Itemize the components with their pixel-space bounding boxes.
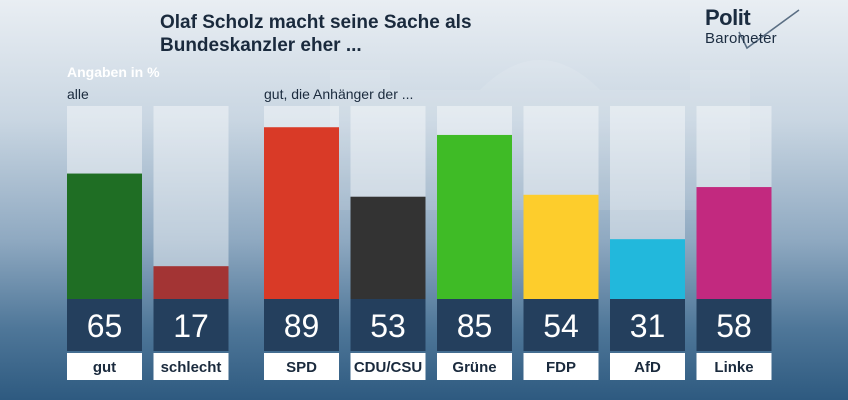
- category-box-gut: [67, 353, 142, 380]
- logo-text-polit: Polit: [705, 5, 751, 30]
- category-box-spd: [264, 353, 339, 380]
- category-box-fdp: [523, 353, 599, 380]
- bar-gr-ne: [437, 134, 512, 299]
- category-box-schlecht: [153, 353, 229, 380]
- category-label-spd: SPD: [286, 359, 317, 376]
- politbarometer-logo: Polit Barometer: [703, 4, 803, 54]
- value-label-gr-ne: 85: [457, 308, 493, 344]
- category-box-linke: [696, 353, 772, 380]
- category-box-cdu-csu: [350, 353, 426, 380]
- category-label-schlecht: schlecht: [161, 359, 222, 376]
- value-label-afd: 31: [630, 308, 666, 344]
- value-box-gr-ne: [437, 299, 512, 351]
- value-label-spd: 89: [284, 308, 320, 344]
- category-box-afd: [610, 353, 685, 380]
- category-label-linke: Linke: [714, 359, 753, 376]
- group-label-supporters: gut, die Anhänger der ...: [264, 86, 414, 102]
- group-label-all: alle: [67, 86, 89, 102]
- bar-spd: [264, 127, 339, 299]
- value-label-fdp: 54: [543, 308, 579, 344]
- category-label-gut: gut: [93, 359, 116, 376]
- category-label-gr-ne: Grüne: [452, 359, 496, 376]
- chart-title-line-2: Bundeskanzler eher ...: [160, 35, 362, 56]
- value-box-gut: [67, 299, 142, 351]
- value-box-linke: [696, 299, 772, 351]
- chart-title: Olaf Scholz macht seine Sache als Bundes…: [160, 11, 472, 57]
- bar-cdu-csu: [350, 196, 426, 299]
- bar-gut: [67, 173, 142, 299]
- value-box-afd: [610, 299, 685, 351]
- value-label-schlecht: 17: [173, 308, 209, 344]
- unit-note: Angaben in %: [67, 64, 160, 80]
- bar-schlecht: [153, 266, 229, 299]
- bar-fdp: [523, 194, 599, 299]
- category-box-gr-ne: [437, 353, 512, 380]
- value-box-fdp: [523, 299, 599, 351]
- value-label-gut: 65: [87, 308, 123, 344]
- bar-afd: [610, 239, 685, 299]
- category-label-afd: AfD: [634, 359, 661, 376]
- bar-linke: [696, 187, 772, 299]
- value-box-cdu-csu: [350, 299, 426, 351]
- chart-title-line-1: Olaf Scholz macht seine Sache als: [160, 12, 472, 33]
- value-box-schlecht: [153, 299, 229, 351]
- category-label-fdp: FDP: [546, 359, 576, 376]
- value-label-cdu-csu: 53: [370, 308, 406, 344]
- logo-text-barometer: Barometer: [705, 30, 777, 47]
- value-label-linke: 58: [716, 308, 752, 344]
- value-box-spd: [264, 299, 339, 351]
- checkmark-icon: [738, 9, 800, 50]
- category-label-cdu-csu: CDU/CSU: [354, 359, 422, 376]
